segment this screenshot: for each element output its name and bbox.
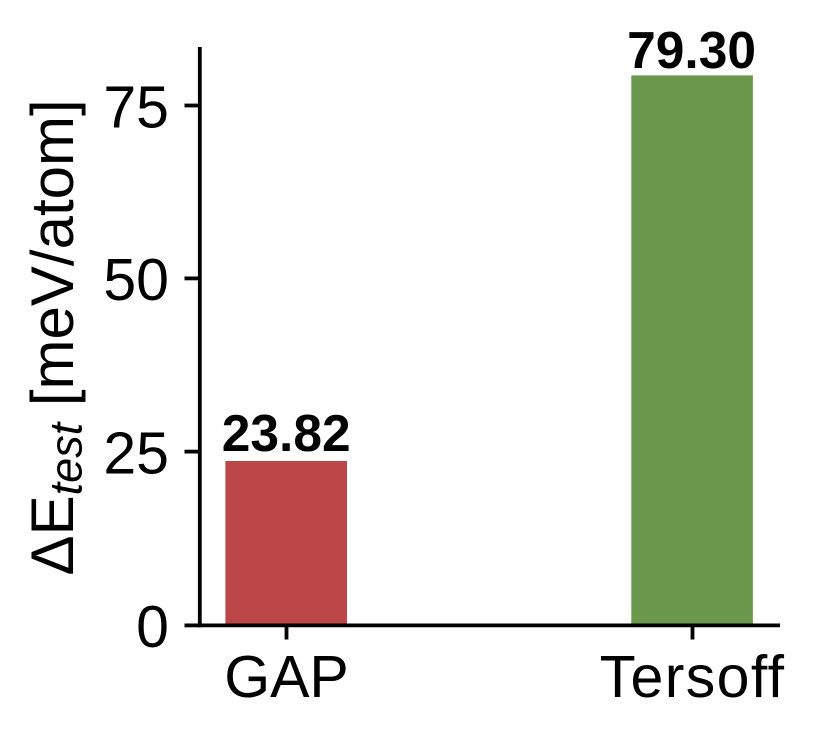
svg-text:0: 0	[136, 594, 169, 660]
svg-text:25: 25	[103, 420, 169, 486]
svg-text:50: 50	[103, 247, 169, 313]
svg-text:ΔEtest [meV/atom]: ΔEtest [meV/atom]	[19, 99, 91, 575]
svg-text:75: 75	[103, 74, 169, 140]
svg-text:23.82: 23.82	[222, 404, 351, 462]
svg-text:Tersoff: Tersoff	[600, 644, 786, 710]
svg-text:GAP: GAP	[224, 644, 349, 710]
svg-text:79.30: 79.30	[627, 21, 756, 79]
